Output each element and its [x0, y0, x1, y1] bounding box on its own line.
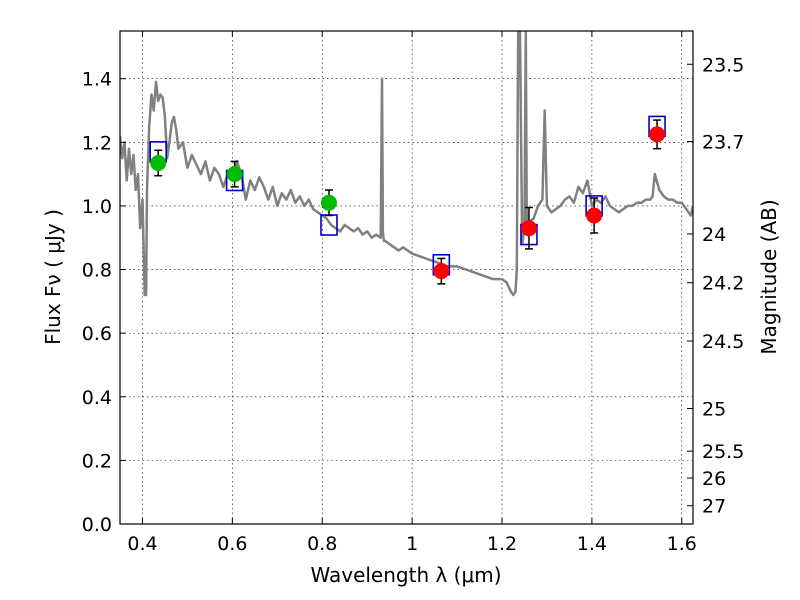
model-spectrum — [120, 31, 693, 297]
plot-frame — [119, 30, 694, 525]
y-axis-label: Flux Fν ( μJy ) — [41, 209, 65, 345]
y-tick-label: 0.8 — [82, 260, 112, 282]
right-tick-label: 23.5 — [702, 54, 744, 76]
y-tick-label: 1.0 — [82, 196, 112, 218]
grid — [120, 31, 693, 525]
optical-data-point — [320, 194, 337, 211]
nir-data-point — [586, 207, 603, 224]
optical-data-point — [226, 166, 243, 183]
nir-data-point — [433, 263, 450, 280]
y-tick-label: 0.2 — [82, 450, 112, 472]
y-tick-label: 1.4 — [82, 69, 112, 91]
right-tick-label: 23.7 — [702, 132, 744, 154]
x-tick-label: 1.4 — [577, 533, 607, 555]
right-tick-label: 26 — [702, 468, 726, 490]
right-tick-label: 24 — [702, 224, 726, 246]
right-tick-label: 27 — [702, 496, 726, 518]
model-photometry-square — [320, 214, 338, 236]
y-tick-label: 0.4 — [82, 387, 112, 409]
right-tick-label: 24.5 — [702, 331, 744, 353]
x-tick-label: 0.6 — [217, 533, 247, 555]
right-axis-label: Magnitude (AB) — [757, 199, 781, 354]
right-tick-label: 25.5 — [702, 441, 744, 463]
nir-data-point — [520, 220, 537, 237]
right-tick-label: 24.2 — [702, 273, 744, 295]
y-tick-label: 0.0 — [82, 514, 112, 536]
y-tick-label: 0.6 — [82, 323, 112, 345]
x-tick-label: 0.4 — [127, 533, 157, 555]
photometry-markers — [149, 115, 666, 285]
x-tick-label: 1 — [406, 533, 418, 555]
x-axis-label: Wavelength λ (μm) — [310, 563, 501, 587]
axis-ticks: 0.4 0.6 0.8 1 1.2 1.4 1.6 0.0 0.2 0.4 0.6 0.8 1.0 1.2… — [82, 31, 744, 555]
x-tick-label: 0.8 — [307, 533, 337, 555]
x-tick-label: 1.2 — [487, 533, 517, 555]
nir-data-point — [649, 126, 666, 143]
right-tick-label: 25 — [702, 399, 726, 421]
x-tick-label: 1.6 — [667, 533, 697, 555]
model-spectrum-line — [120, 31, 693, 297]
y-tick-label: 1.2 — [82, 132, 112, 154]
optical-data-point — [150, 154, 167, 171]
